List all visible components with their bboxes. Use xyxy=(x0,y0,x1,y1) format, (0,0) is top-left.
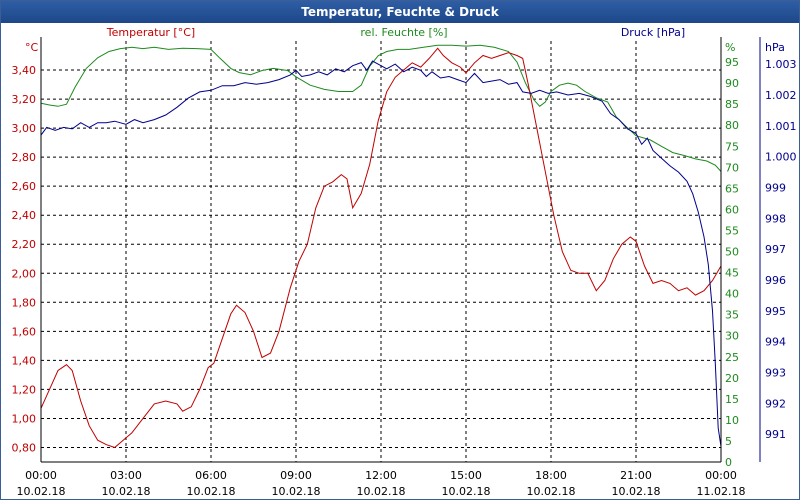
temperature-tick-label: 3,20 xyxy=(12,93,37,106)
x-tick-time: 06:00 xyxy=(195,469,227,482)
humidity-line xyxy=(40,44,722,172)
humidity-tick-label: 45 xyxy=(725,267,739,280)
temperature-tick-label: 2,20 xyxy=(12,238,37,251)
humidity-tick-label: 25 xyxy=(725,351,739,364)
temperature-tick-label: 2,00 xyxy=(12,267,37,280)
x-tick-date: 10.02.18 xyxy=(357,485,406,498)
humidity-axis-title: rel. Feuchte [%] xyxy=(360,26,447,39)
humidity-tick-label: 40 xyxy=(725,288,739,301)
pressure-tick-label: 997 xyxy=(765,243,786,256)
pressure-tick-label: 1.002 xyxy=(765,89,797,102)
humidity-tick-label: 70 xyxy=(725,161,739,174)
chart-grid xyxy=(41,41,721,462)
x-tick-time: 21:00 xyxy=(620,469,652,482)
temperature-tick-label: 2,40 xyxy=(12,209,37,222)
pressure-tick-label: 992 xyxy=(765,397,786,410)
humidity-tick-label: 0 xyxy=(725,456,732,469)
x-tick-date: 10.02.18 xyxy=(102,485,151,498)
pressure-tick-label: 996 xyxy=(765,274,786,287)
temperature-tick-label: 1,80 xyxy=(12,296,37,309)
x-tick-time: 00:00 xyxy=(705,469,737,482)
pressure-unit-label: hPa xyxy=(765,41,785,54)
humidity-tick-label: 50 xyxy=(725,246,739,259)
pressure-axis-title: Druck [hPa] xyxy=(621,26,685,39)
chart-svg: 00:00 10.02.18 03:00 10.02.18 06:00 10.02.18 0… xyxy=(12,26,797,498)
humidity-tick-label: 95 xyxy=(725,56,739,69)
series-layer xyxy=(40,44,722,449)
humidity-tick-label: 80 xyxy=(725,119,739,132)
x-tick-time: 12:00 xyxy=(365,469,397,482)
humidity-tick-label: 5 xyxy=(725,435,732,448)
temperature-tick-label: 0,80 xyxy=(12,441,37,454)
pressure-tick-label: 993 xyxy=(765,367,786,380)
temperature-unit-label: °C xyxy=(25,41,39,54)
temperature-line xyxy=(40,47,722,449)
humidity-tick-label: 90 xyxy=(725,77,739,90)
pressure-tick-label: 995 xyxy=(765,305,786,318)
pressure-line xyxy=(40,60,722,447)
humidity-tick-label: 20 xyxy=(725,372,739,385)
x-tick-date: 10.02.18 xyxy=(272,485,321,498)
pressure-tick-label: 1.000 xyxy=(765,151,797,164)
humidity-tick-label: 35 xyxy=(725,309,739,322)
x-tick-date: 10.02.18 xyxy=(612,485,661,498)
chart-axes xyxy=(40,37,761,463)
pressure-tick-label: 1.003 xyxy=(765,58,797,71)
temperature-tick-label: 2,80 xyxy=(12,151,37,164)
humidity-tick-label: 65 xyxy=(725,182,739,195)
x-tick-time: 09:00 xyxy=(280,469,312,482)
temperature-axis-title: Temperatur [°C] xyxy=(106,26,195,39)
humidity-tick-label: 10 xyxy=(725,414,739,427)
temperature-tick-label: 3,00 xyxy=(12,122,37,135)
temperature-tick-label: 1,00 xyxy=(12,412,37,425)
x-tick-date: 10.02.18 xyxy=(187,485,236,498)
x-tick-date: 11.02.18 xyxy=(697,485,746,498)
humidity-tick-label: 55 xyxy=(725,224,739,237)
temperature-tick-label: 1,40 xyxy=(12,354,37,367)
x-tick-date: 10.02.18 xyxy=(527,485,576,498)
x-tick-time: 15:00 xyxy=(450,469,482,482)
temperature-tick-label: 1,20 xyxy=(12,383,37,396)
humidity-tick-label: 15 xyxy=(725,393,739,406)
pressure-tick-label: 998 xyxy=(765,212,786,225)
humidity-tick-label: 85 xyxy=(725,98,739,111)
pressure-tick-label: 999 xyxy=(765,182,786,195)
temperature-tick-label: 1,60 xyxy=(12,325,37,338)
window-title: Temperatur, Feuchte & Druck xyxy=(1,1,799,23)
pressure-tick-label: 1.001 xyxy=(765,120,797,133)
x-tick-date: 10.02.18 xyxy=(17,485,66,498)
x-tick-time: 03:00 xyxy=(110,469,142,482)
pressure-tick-label: 994 xyxy=(765,336,786,349)
humidity-tick-label: 30 xyxy=(725,330,739,343)
temperature-tick-label: 3,40 xyxy=(12,64,37,77)
x-tick-time: 18:00 xyxy=(535,469,567,482)
chart-labels: 00:00 10.02.18 03:00 10.02.18 06:00 10.02.18 0… xyxy=(12,26,797,498)
x-tick-date: 10.02.18 xyxy=(442,485,491,498)
humidity-tick-label: 75 xyxy=(725,140,739,153)
x-tick-time: 00:00 xyxy=(25,469,57,482)
humidity-tick-label: 60 xyxy=(725,203,739,216)
pressure-tick-label: 991 xyxy=(765,428,786,441)
humidity-unit-label: % xyxy=(725,41,735,54)
temperature-tick-label: 2,60 xyxy=(12,180,37,193)
